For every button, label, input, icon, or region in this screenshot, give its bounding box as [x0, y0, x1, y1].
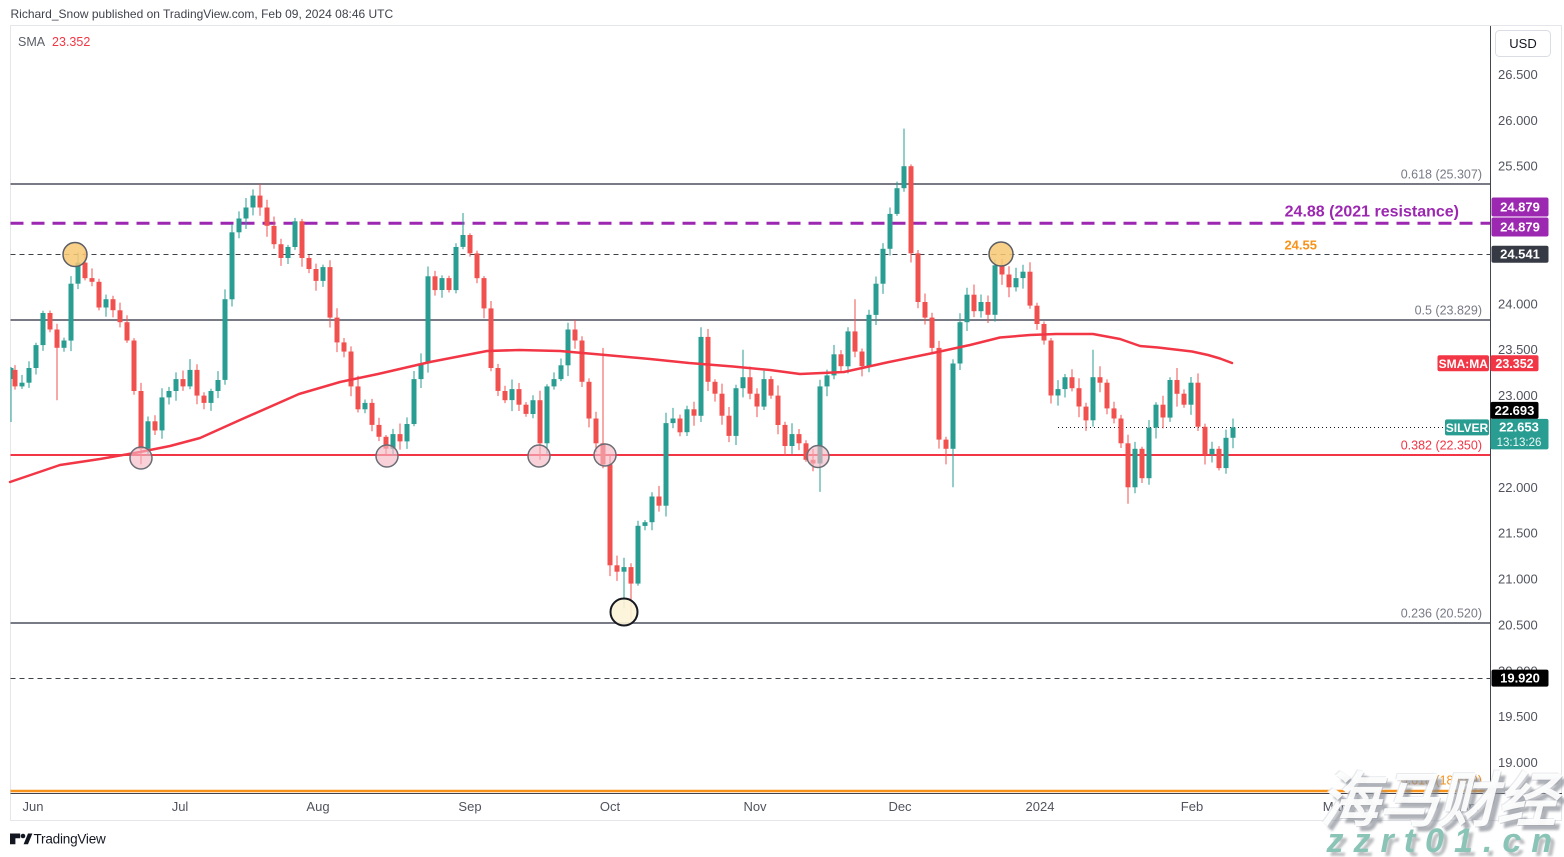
svg-text:Feb: Feb	[1181, 799, 1203, 814]
svg-text:26.000: 26.000	[1498, 113, 1538, 128]
svg-text:0.5 (23.829): 0.5 (23.829)	[1415, 304, 1482, 318]
svg-text:25.500: 25.500	[1498, 159, 1538, 174]
svg-text:21.500: 21.500	[1498, 526, 1538, 541]
svg-text:Jul: Jul	[172, 799, 189, 814]
svg-text:Sep: Sep	[458, 799, 481, 814]
svg-text:19.500: 19.500	[1498, 709, 1538, 724]
svg-text:Jun: Jun	[23, 799, 44, 814]
svg-text:22.693: 22.693	[1495, 403, 1535, 418]
svg-text:USD: USD	[1509, 36, 1536, 51]
svg-text:20.500: 20.500	[1498, 617, 1538, 632]
svg-text:Dec: Dec	[888, 799, 912, 814]
svg-text:2024: 2024	[1026, 799, 1055, 814]
svg-text:SMA:MA: SMA:MA	[1439, 357, 1489, 371]
svg-text:0.382 (22.350): 0.382 (22.350)	[1401, 439, 1482, 453]
svg-text:0.618 (18.689): 0.618 (18.689)	[1401, 774, 1482, 788]
svg-text:22.000: 22.000	[1498, 480, 1538, 495]
svg-text:24.000: 24.000	[1498, 296, 1538, 311]
svg-text:21.000: 21.000	[1498, 572, 1538, 587]
svg-text:13:13:26: 13:13:26	[1497, 437, 1542, 449]
svg-text:22.653: 22.653	[1499, 419, 1539, 434]
svg-text:26.500: 26.500	[1498, 67, 1538, 82]
svg-text:24.541: 24.541	[1500, 247, 1540, 262]
svg-text:SILVER: SILVER	[1446, 421, 1489, 435]
svg-text:19.920: 19.920	[1500, 671, 1540, 686]
svg-text:0.236 (20.520): 0.236 (20.520)	[1401, 607, 1482, 621]
svg-text:23.500: 23.500	[1498, 342, 1538, 357]
svg-text:Nov: Nov	[743, 799, 767, 814]
svg-text:23.352: 23.352	[1495, 357, 1533, 371]
svg-text:23.000: 23.000	[1498, 388, 1538, 403]
svg-text:TradingView: TradingView	[34, 832, 107, 847]
svg-text:24.88 (2021 resistance): 24.88 (2021 resistance)	[1285, 204, 1459, 221]
svg-text:19.000: 19.000	[1498, 755, 1538, 770]
svg-text:Mar: Mar	[1323, 799, 1346, 814]
svg-text:0.618 (25.307): 0.618 (25.307)	[1401, 168, 1482, 182]
svg-text:Oct: Oct	[600, 799, 621, 814]
svg-text:24.879: 24.879	[1500, 220, 1540, 235]
svg-text:Aug: Aug	[306, 799, 329, 814]
svg-text:24.55: 24.55	[1284, 238, 1317, 253]
svg-text:24.879: 24.879	[1500, 200, 1540, 215]
svg-text:Apr: Apr	[1460, 799, 1481, 814]
